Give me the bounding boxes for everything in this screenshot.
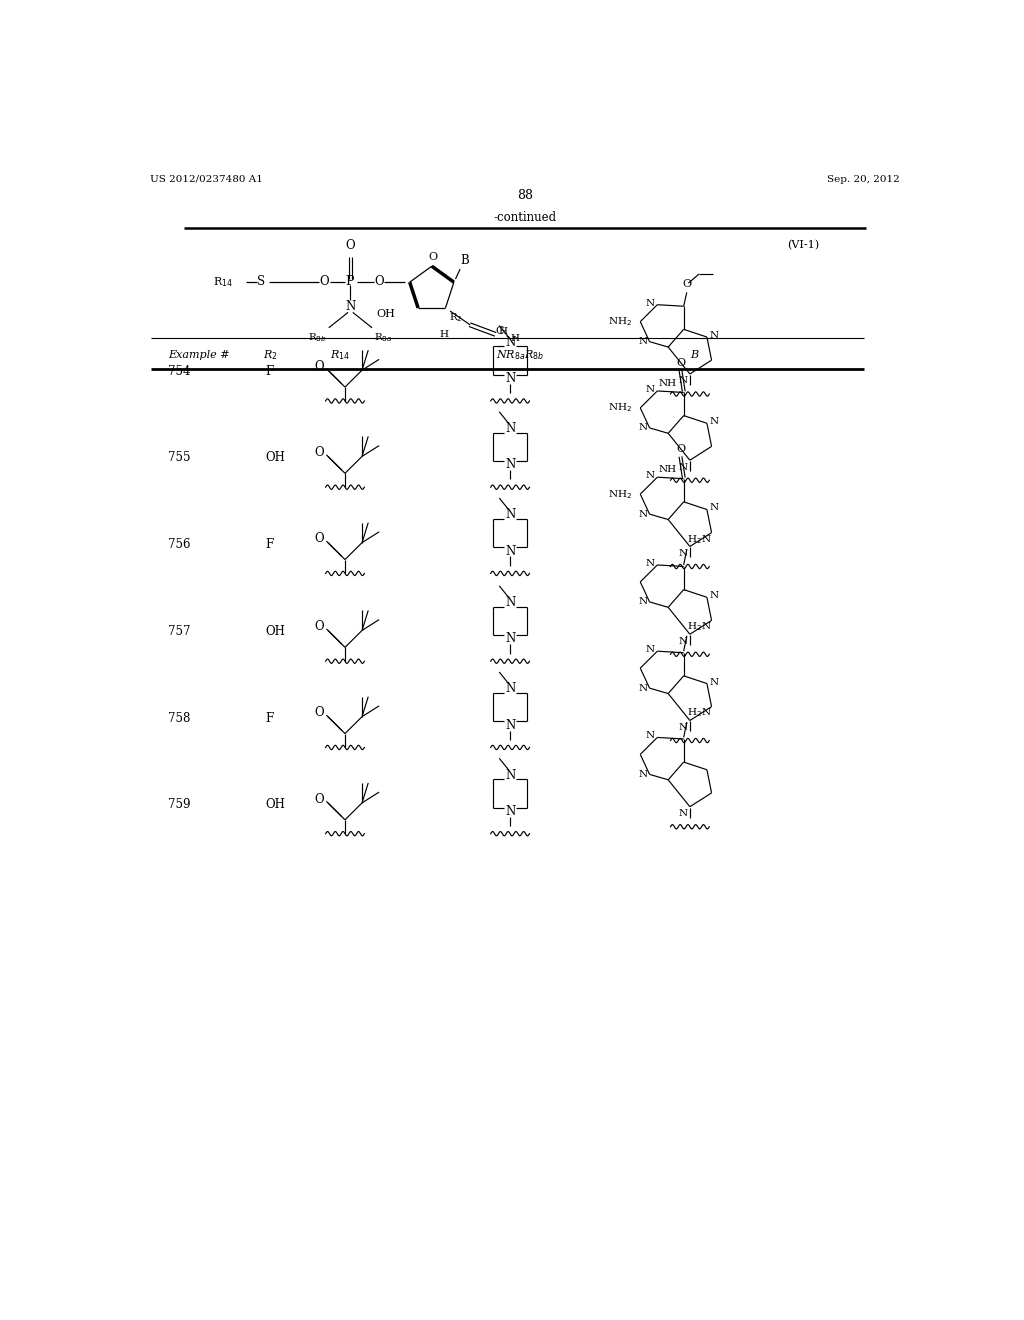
Text: H$_2$N: H$_2$N	[687, 706, 712, 719]
Text: O: O	[314, 446, 325, 459]
Text: N: N	[505, 718, 515, 731]
Text: O: O	[314, 792, 325, 805]
Text: R$_2$: R$_2$	[263, 348, 278, 362]
Text: N: N	[505, 545, 515, 557]
Text: B: B	[690, 350, 698, 360]
Text: N: N	[646, 645, 655, 655]
Text: P: P	[345, 275, 353, 288]
Text: 759: 759	[168, 797, 190, 810]
Text: O: O	[314, 706, 325, 719]
Text: H: H	[498, 326, 507, 335]
Text: 88: 88	[517, 189, 532, 202]
Text: NR$_{8a}$R$_{8b}$: NR$_{8a}$R$_{8b}$	[496, 348, 545, 362]
Text: N: N	[679, 549, 687, 558]
Text: N: N	[710, 503, 719, 512]
Text: N: N	[505, 335, 515, 348]
Text: F: F	[265, 711, 273, 725]
Text: N: N	[638, 598, 647, 606]
Text: N: N	[710, 331, 719, 341]
Text: O: O	[676, 358, 685, 368]
Text: H$_2$N: H$_2$N	[687, 620, 712, 632]
Text: O: O	[314, 532, 325, 545]
Text: N: N	[638, 770, 647, 779]
Text: (VI-1): (VI-1)	[786, 240, 819, 251]
Text: N: N	[646, 385, 655, 393]
Text: N: N	[679, 809, 687, 818]
Text: O: O	[314, 620, 325, 634]
Text: B: B	[460, 253, 469, 267]
Text: N: N	[710, 417, 719, 426]
Text: NH: NH	[658, 379, 677, 388]
Text: N: N	[679, 723, 687, 731]
Text: N: N	[679, 376, 687, 385]
Text: -continued: -continued	[494, 211, 556, 224]
Text: NH$_2$: NH$_2$	[608, 315, 633, 329]
Text: N: N	[646, 298, 655, 308]
Text: N: N	[646, 558, 655, 568]
Text: N: N	[679, 636, 687, 645]
Text: H: H	[439, 330, 449, 338]
Text: N: N	[638, 510, 647, 519]
Text: OH: OH	[265, 797, 285, 810]
Text: N: N	[345, 300, 355, 313]
Text: N: N	[505, 805, 515, 818]
Text: F: F	[265, 537, 273, 550]
Text: N: N	[638, 337, 647, 346]
Text: R$_2$: R$_2$	[449, 312, 462, 323]
Text: 755: 755	[168, 451, 190, 465]
Text: OH: OH	[265, 451, 285, 465]
Text: O: O	[346, 239, 355, 252]
Text: H: H	[511, 334, 519, 343]
Text: Sep. 20, 2012: Sep. 20, 2012	[827, 174, 900, 183]
Text: O: O	[375, 275, 384, 288]
Text: H$_2$N: H$_2$N	[687, 533, 712, 546]
Text: OH: OH	[376, 309, 395, 319]
Text: C: C	[495, 326, 504, 337]
Text: OH: OH	[265, 626, 285, 639]
Text: 757: 757	[168, 626, 190, 639]
Text: N: N	[505, 508, 515, 521]
Text: NH$_2$: NH$_2$	[608, 401, 633, 414]
Text: N: N	[679, 462, 687, 471]
Text: R$_{8b}$: R$_{8b}$	[308, 331, 328, 343]
Text: O: O	[314, 360, 325, 372]
Text: N: N	[505, 682, 515, 696]
Text: N: N	[505, 632, 515, 645]
Text: N: N	[505, 597, 515, 610]
Text: N: N	[646, 731, 655, 741]
Text: 756: 756	[168, 537, 190, 550]
Text: 754: 754	[168, 366, 190, 379]
Text: O: O	[428, 252, 437, 261]
Text: N: N	[638, 424, 647, 433]
Text: NH$_2$: NH$_2$	[608, 487, 633, 500]
Text: N: N	[505, 422, 515, 436]
Text: N: N	[710, 591, 719, 601]
Text: N: N	[710, 677, 719, 686]
Text: R$_{14}$: R$_{14}$	[330, 348, 349, 362]
Text: N: N	[505, 768, 515, 781]
Text: S: S	[257, 275, 265, 288]
Text: N: N	[638, 684, 647, 693]
Text: F: F	[265, 366, 273, 379]
Text: O: O	[319, 275, 329, 288]
Text: N: N	[646, 471, 655, 480]
Text: R$_{14}$: R$_{14}$	[213, 275, 233, 289]
Text: O: O	[682, 280, 691, 289]
Text: N: N	[505, 458, 515, 471]
Text: N: N	[505, 372, 515, 385]
Text: R$_{8a}$: R$_{8a}$	[374, 331, 392, 343]
Text: Example #: Example #	[168, 350, 230, 360]
Text: 758: 758	[168, 711, 190, 725]
Text: NH: NH	[658, 465, 677, 474]
Text: US 2012/0237480 A1: US 2012/0237480 A1	[150, 174, 262, 183]
Text: O: O	[676, 444, 685, 454]
